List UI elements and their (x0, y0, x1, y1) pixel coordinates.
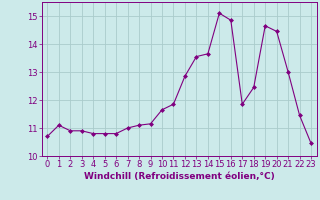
X-axis label: Windchill (Refroidissement éolien,°C): Windchill (Refroidissement éolien,°C) (84, 172, 275, 181)
